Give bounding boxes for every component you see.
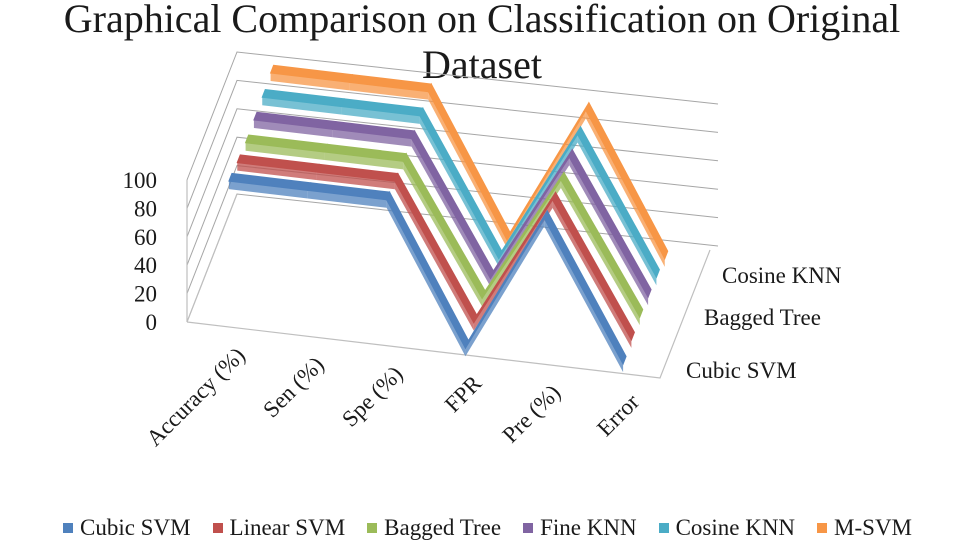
series-segment-side <box>262 97 342 115</box>
category-label: Error <box>592 389 644 441</box>
legend-item: M-SVM <box>817 515 912 541</box>
series-segment-side <box>411 138 491 287</box>
series-cubic-svm <box>228 172 627 373</box>
floor-front-edge <box>186 249 711 379</box>
series-segment-side <box>270 73 350 91</box>
legend-swatch <box>367 523 378 533</box>
series-segment-side <box>560 180 640 326</box>
legend-label: Linear SVM <box>229 515 346 540</box>
legend-swatch <box>817 523 828 533</box>
floor-left-edge <box>186 193 238 323</box>
legend-item: Linear SVM <box>212 515 346 541</box>
depth-label: Bagged Tree <box>704 305 821 330</box>
gridline <box>186 51 719 181</box>
y-tick-label: 60 <box>134 225 157 250</box>
legend-label: M-SVM <box>834 515 913 540</box>
y-tick-label: 80 <box>134 196 157 221</box>
series-segment-side <box>237 162 317 180</box>
category-label: FPR <box>440 370 487 417</box>
series-segment-side <box>332 129 412 147</box>
series-segment-side <box>482 180 561 307</box>
series-segment-side <box>386 199 466 357</box>
y-tick-label: 20 <box>134 282 157 307</box>
series-segment-side <box>228 181 308 199</box>
series-segment-side <box>403 161 483 307</box>
series-segment-side <box>341 106 420 124</box>
series-segment-side <box>544 218 624 373</box>
x-axis-categories: Accuracy (%) Sen (%) Spe (%) FPR Pre (%) Erro… <box>142 343 645 451</box>
series-bagged-tree <box>244 134 644 326</box>
series-segment-side <box>577 134 657 286</box>
legend-label: Fine KNN <box>540 515 637 540</box>
gridline <box>186 79 719 209</box>
legend-swatch <box>658 523 669 533</box>
category-label: Sen (%) <box>258 352 329 423</box>
legend-swatch <box>212 523 223 533</box>
legend-item: Cubic SVM <box>62 515 191 541</box>
y-tick-label: 100 <box>123 168 158 193</box>
series-segment <box>543 209 627 366</box>
series-segment-side <box>316 171 395 190</box>
chart-walls <box>186 180 711 379</box>
y-axis-ticks: 0 20 40 60 80 100 <box>123 168 158 335</box>
series-segment-side <box>307 190 387 208</box>
depth-label: Cosine KNN <box>722 263 842 288</box>
series-segment <box>552 191 635 342</box>
series-segment <box>577 125 660 279</box>
depth-label: Cubic SVM <box>686 358 797 383</box>
category-label: Pre (%) <box>497 380 565 448</box>
series-segment-side <box>419 115 499 267</box>
legend-swatch <box>523 523 534 533</box>
series-segment-side <box>324 152 404 170</box>
y-tick-label: 40 <box>134 253 157 278</box>
series-linear-svm <box>236 154 635 348</box>
category-label: Spe (%) <box>337 361 408 432</box>
series-segment-side <box>569 157 649 306</box>
legend-swatch <box>62 523 73 533</box>
series-ribbons <box>228 64 669 373</box>
series-segment-side <box>465 218 545 357</box>
series-segment-side <box>585 110 665 267</box>
category-label: Accuracy (%) <box>142 343 250 451</box>
y-tick-label: 0 <box>146 310 158 335</box>
series-segment-side <box>394 181 474 331</box>
series-segment-side <box>428 91 508 249</box>
legend-item: Fine KNN <box>523 515 637 541</box>
series-segment-side <box>349 82 429 100</box>
series-segment-side <box>552 199 632 348</box>
legend-label: Cosine KNN <box>675 515 796 540</box>
series-fine-knn <box>253 111 652 306</box>
series-segment-side <box>253 119 333 138</box>
series-segment <box>585 101 669 261</box>
legend-item: Bagged Tree <box>367 515 501 541</box>
chart-title-line-2: Dataset <box>422 42 542 87</box>
legend-label: Bagged Tree <box>384 515 502 540</box>
legend-label: Cubic SVM <box>79 515 191 540</box>
series-cosine-knn <box>261 88 660 286</box>
legend-item: Cosine KNN <box>658 515 796 541</box>
chart-title-line-1: Graphical Comparison on Classification o… <box>64 0 901 41</box>
series-m-svm <box>269 64 669 267</box>
depth-axis-labels: Cubic SVM Bagged Tree Cosine KNN <box>686 263 842 383</box>
gridline <box>186 108 719 237</box>
series-segment-side <box>473 199 553 331</box>
legend: Cubic SVM Linear SVM Bagged Tree Fine KNN Co… <box>0 510 975 546</box>
gridlines <box>186 51 719 323</box>
series-segment-side <box>245 142 325 161</box>
